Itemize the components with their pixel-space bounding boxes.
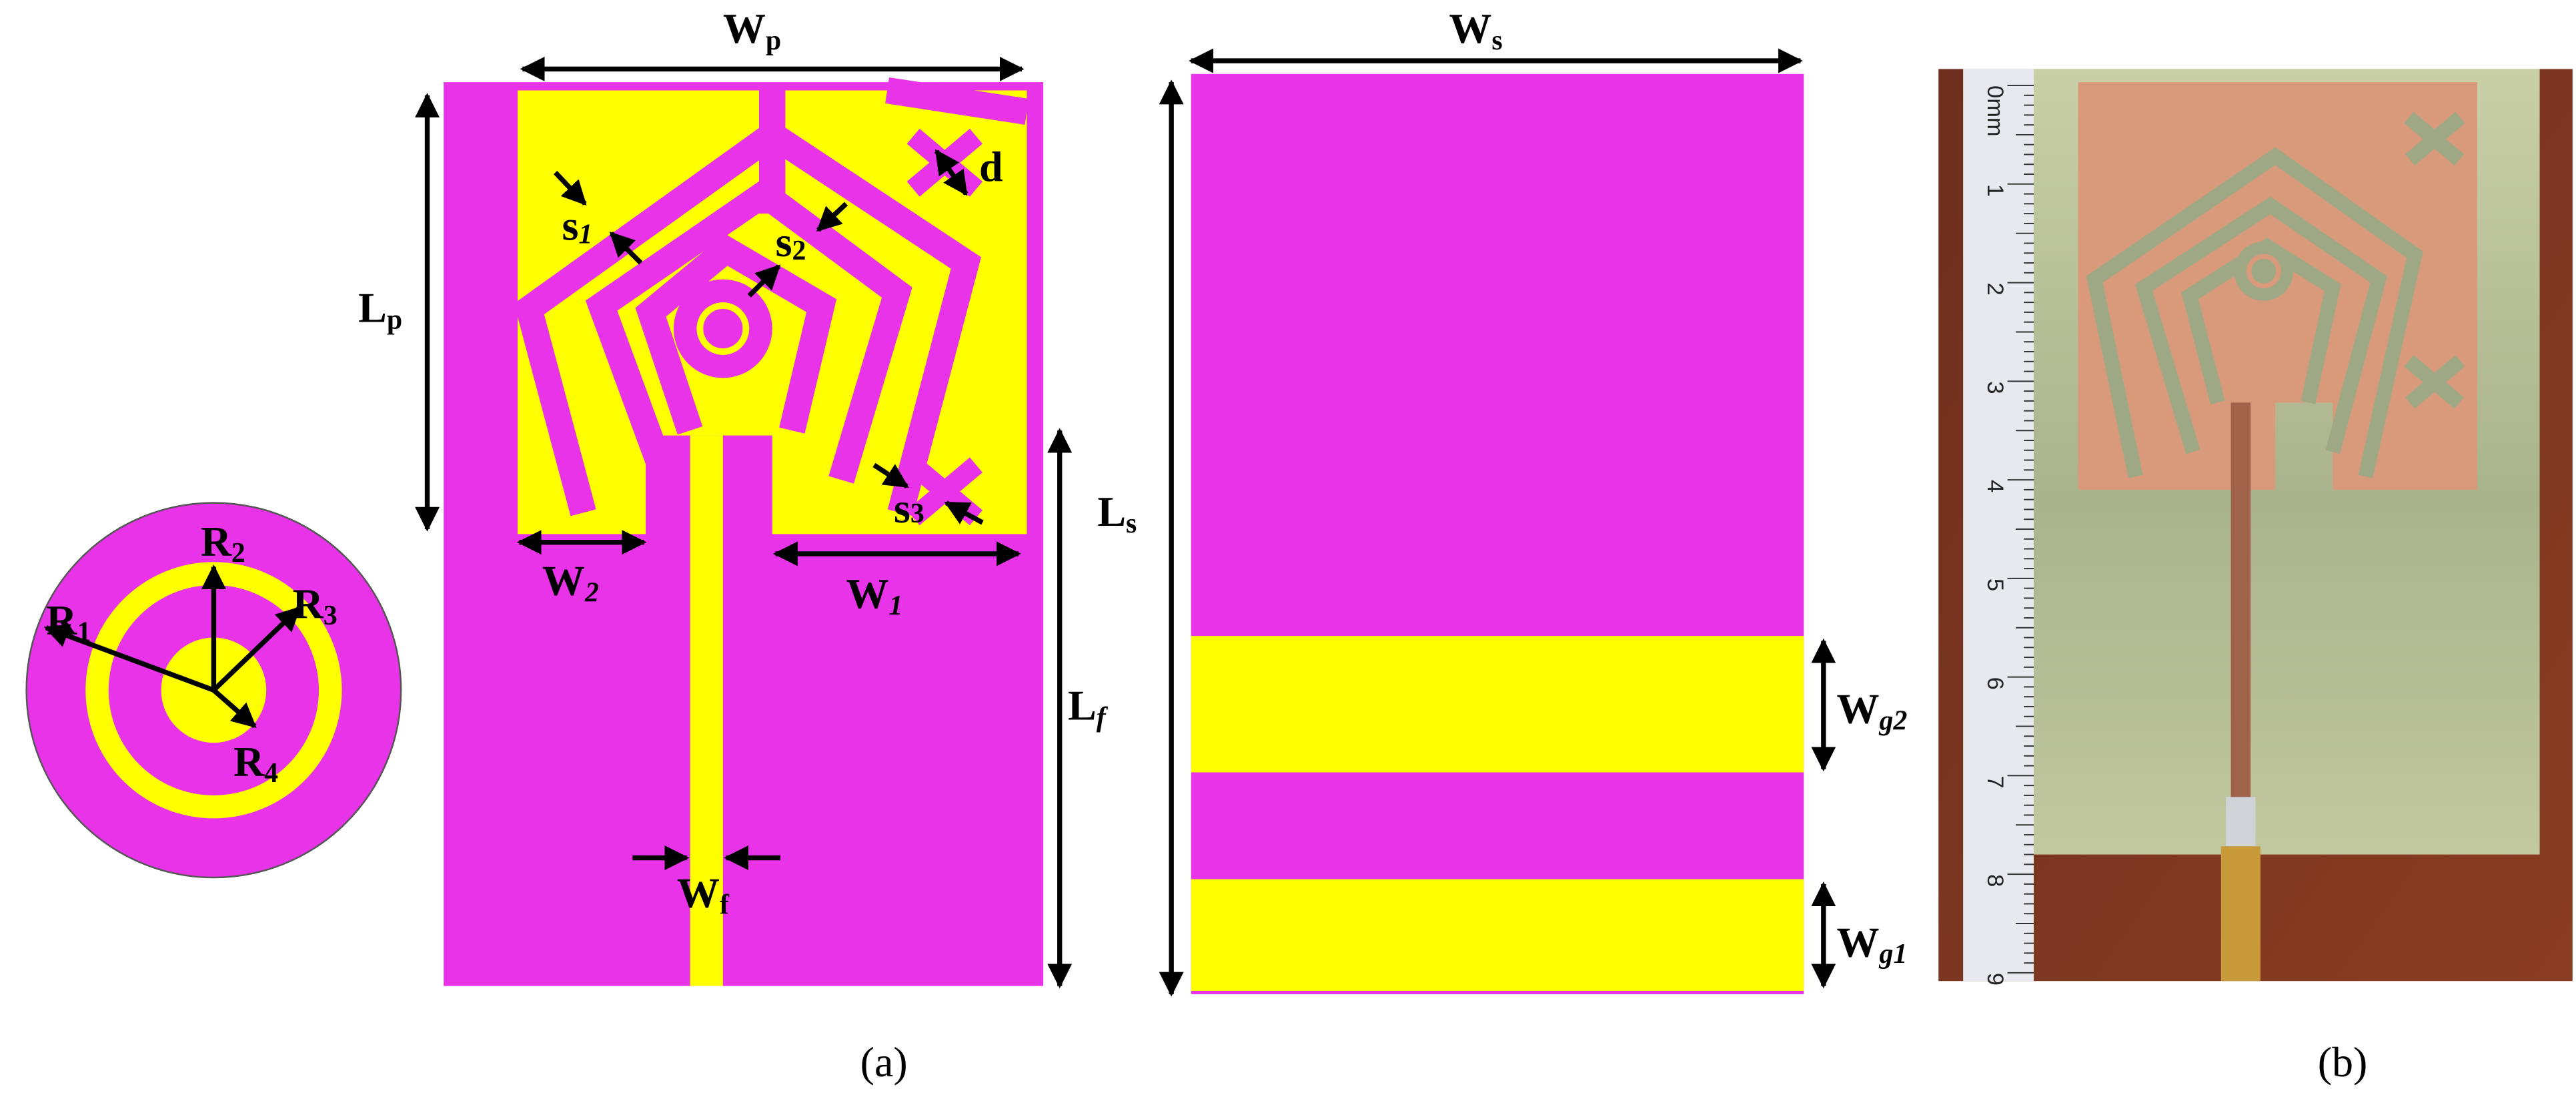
prototype-photo: 0mm 1 2 3 4 5 6 7 8 9 bbox=[1938, 69, 2573, 986]
dim-label: R3 bbox=[293, 580, 338, 631]
dim-label: Ws bbox=[1449, 5, 1502, 56]
dim-label: Wg2 bbox=[1837, 685, 1908, 737]
dim-label: W1 bbox=[846, 570, 903, 621]
dim-label: Wp bbox=[723, 5, 781, 56]
ruler-label: 5 bbox=[1982, 579, 2008, 591]
dim-label: Lp bbox=[358, 284, 402, 336]
dim-label: Ls bbox=[1097, 488, 1137, 539]
ruler-label: 7 bbox=[1982, 775, 2008, 788]
dim-label: s2 bbox=[776, 218, 806, 266]
dim-label: s1 bbox=[562, 202, 592, 250]
back-view: Ws Ls Wg2 Wg1 bbox=[1097, 5, 1908, 997]
ruler-label: 9 bbox=[1982, 973, 2008, 986]
ruler: 0mm 1 2 3 4 5 6 7 8 9 bbox=[1982, 85, 2034, 986]
panel-label: (b) bbox=[2318, 1038, 2368, 1086]
ruler-label: 4 bbox=[1982, 480, 2008, 492]
dim-label: R4 bbox=[233, 737, 278, 789]
dim-label: Wf bbox=[677, 869, 730, 920]
dim-label: Wg1 bbox=[1837, 918, 1908, 970]
ruler-label: 0mm bbox=[1982, 85, 2008, 137]
dim-label: R1 bbox=[46, 597, 91, 648]
ruler-label: 3 bbox=[1982, 381, 2008, 394]
ruler-label: 1 bbox=[1982, 184, 2008, 197]
ring-detail: R1 R2 R3 R4 bbox=[25, 502, 402, 879]
dim-label: d bbox=[979, 143, 1003, 190]
ruler-label: 6 bbox=[1982, 677, 2008, 690]
ruler-label: 2 bbox=[1982, 283, 2008, 296]
ruler-label: 8 bbox=[1982, 874, 2008, 887]
dim-label: W2 bbox=[542, 557, 599, 608]
front-view: Wp Lp Lf W2 W1 Wf s1 s2 s3 d bbox=[358, 5, 1109, 989]
dim-label: Lf bbox=[1068, 682, 1109, 733]
dim-label: R2 bbox=[201, 517, 245, 569]
panel-label: (a) bbox=[860, 1038, 908, 1086]
dim-label: s3 bbox=[894, 484, 924, 532]
